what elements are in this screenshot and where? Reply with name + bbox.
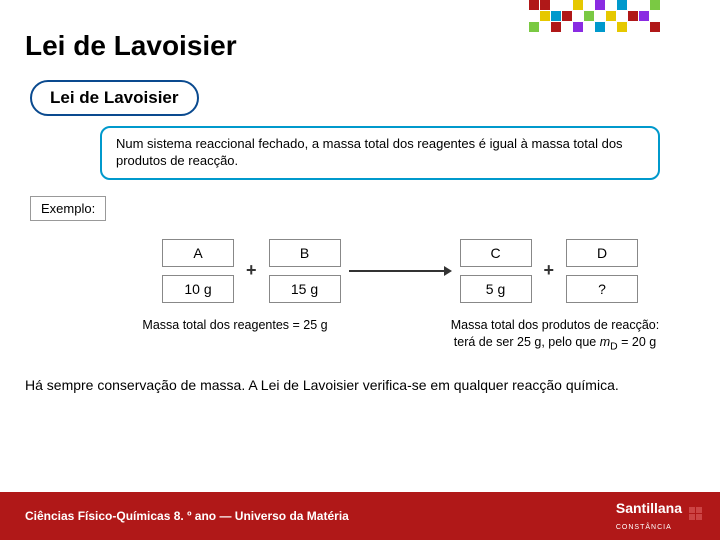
mass-products-var: m bbox=[600, 335, 610, 349]
mass-products: Massa total dos produtos de reacção: ter… bbox=[440, 317, 670, 354]
reaction-row: A 10 g + B 15 g C 5 g + D ? bbox=[0, 239, 720, 303]
example-label: Exemplo: bbox=[30, 196, 106, 221]
subtitle-pill: Lei de Lavoisier bbox=[30, 80, 199, 116]
mass-products-d: = 20 g bbox=[618, 335, 657, 349]
plus-icon: + bbox=[242, 260, 261, 281]
brand-squares-icon bbox=[689, 507, 702, 520]
reagent-A: A 10 g bbox=[162, 239, 234, 303]
arrow-icon bbox=[349, 266, 452, 276]
conclusion-text: Há sempre conservação de massa. A Lei de… bbox=[0, 354, 720, 395]
footer-text: Ciências Físico-Químicas 8. º ano — Univ… bbox=[25, 509, 349, 523]
brand-logo: Santillana CONSTÂNCIA bbox=[616, 500, 702, 532]
cell-C-mass: 5 g bbox=[460, 275, 532, 303]
mass-products-sub: D bbox=[610, 341, 618, 352]
brand-subtitle: CONSTÂNCIA bbox=[616, 524, 672, 531]
cell-B-letter: B bbox=[269, 239, 341, 267]
brand-name: Santillana bbox=[616, 500, 682, 516]
cell-C-letter: C bbox=[460, 239, 532, 267]
mass-reagents: Massa total dos reagentes = 25 g bbox=[120, 317, 350, 354]
cell-A-letter: A bbox=[162, 239, 234, 267]
product-C: C 5 g bbox=[460, 239, 532, 303]
cell-B-mass: 15 g bbox=[269, 275, 341, 303]
decorative-mosaic bbox=[529, 0, 660, 32]
product-D: D ? bbox=[566, 239, 638, 303]
cell-D-letter: D bbox=[566, 239, 638, 267]
mass-row: Massa total dos reagentes = 25 g Massa t… bbox=[0, 303, 720, 354]
cell-D-mass: ? bbox=[566, 275, 638, 303]
cell-A-mass: 10 g bbox=[162, 275, 234, 303]
plus-icon: + bbox=[540, 260, 559, 281]
footer-bar: Ciências Físico-Químicas 8. º ano — Univ… bbox=[0, 492, 720, 540]
definition-box: Num sistema reaccional fechado, a massa … bbox=[100, 126, 660, 180]
reagent-B: B 15 g bbox=[269, 239, 341, 303]
